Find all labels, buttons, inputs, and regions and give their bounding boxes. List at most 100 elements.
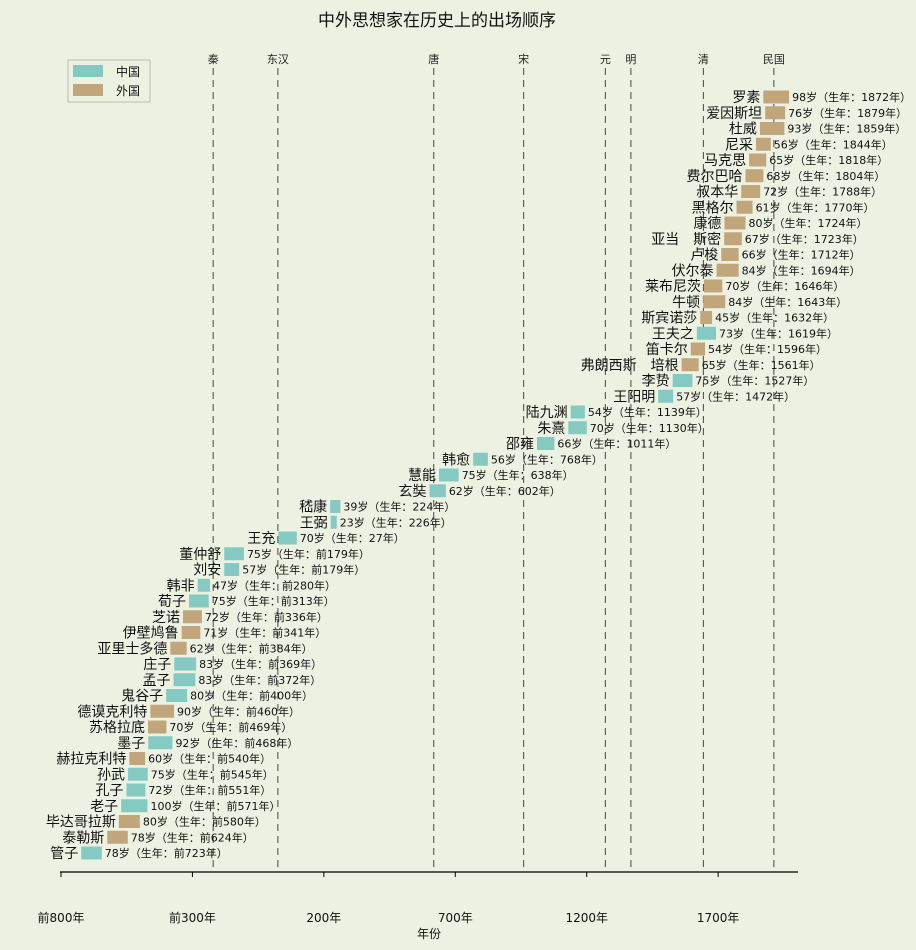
dynasty-label: 东汉 <box>267 53 289 66</box>
thinker-age-label: 75岁（生年：前179年） <box>247 547 370 561</box>
thinker-bar <box>745 169 764 183</box>
thinker-name: 康德 <box>693 215 721 232</box>
thinker-name: 管子 <box>50 846 78 862</box>
thinker-bar <box>224 547 244 561</box>
thinker-bar <box>759 122 785 135</box>
thinker-bar <box>429 484 446 498</box>
thinker-bar <box>330 500 341 513</box>
thinker-name: 赫拉克利特 <box>56 752 126 768</box>
thinker-age-label: 84岁（生年：1694年） <box>742 263 861 277</box>
thinker-age-label: 98岁（生年：1872年） <box>792 90 911 104</box>
thinker-age-label: 78岁（生年：前624年） <box>131 830 254 844</box>
thinker-age-label: 72岁（生年：1788年） <box>763 185 882 199</box>
thinker-age-label: 80岁（生年：前400年） <box>190 689 313 703</box>
thinker-bar <box>570 405 585 419</box>
thinker-bar <box>703 279 723 293</box>
thinker-name: 刘安 <box>193 563 221 579</box>
thinker-name: 费尔巴哈 <box>686 169 742 185</box>
thinker-name: 罗素 <box>732 90 760 106</box>
thinker-name: 卢梭 <box>690 247 718 264</box>
thinker-name: 嵇康 <box>299 499 327 516</box>
thinker-age-label: 75岁（生年：前545年） <box>151 767 274 781</box>
x-axis-label: 年份 <box>417 927 441 941</box>
thinker-name: 笛卡尔 <box>646 342 688 358</box>
thinker-age-label: 90岁（生年：前460年） <box>177 704 300 718</box>
thinker-bar <box>126 783 146 797</box>
thinker-name: 弗朗西斯 培根 <box>581 358 679 374</box>
thinker-age-label: 70岁（生年：前469年） <box>169 720 292 734</box>
thinker-age-label: 80岁（生年：前580年） <box>143 815 266 829</box>
thinker-bar <box>107 830 128 844</box>
thinker-bars: 罗素 98岁（生年：1872年） 爱因斯坦 76岁（生年：1879年） 杜威 93岁（生年… <box>46 90 911 862</box>
thinker-bar <box>537 437 555 450</box>
thinker-bar <box>696 326 717 340</box>
dynasty-lines: 秦 东汉 唐 宋 元 明 清 民国 <box>208 52 785 872</box>
thinker-age-label: 56岁（生年：768年） <box>491 452 603 466</box>
thinker-bar <box>672 374 693 387</box>
thinker-bar <box>763 90 790 104</box>
thinker-name: 韩非 <box>167 578 195 594</box>
thinker-bar <box>148 720 167 734</box>
thinker-bar <box>716 263 739 277</box>
thinker-bar <box>224 563 240 576</box>
thinker-name: 董仲舒 <box>179 547 221 563</box>
thinker-bar <box>121 799 148 813</box>
thinker-bar <box>182 610 202 624</box>
thinker-name: 苏格拉底 <box>89 720 145 736</box>
x-tick-label: 200年 <box>306 911 341 925</box>
thinker-name: 孟子 <box>143 673 171 689</box>
thinker-age-label: 23岁（生年：226年） <box>340 515 452 529</box>
dynasty-label: 秦 <box>208 52 219 66</box>
thinker-bar <box>765 106 786 120</box>
thinker-name: 伊壁鸠鲁 <box>123 625 179 642</box>
thinker-bar <box>724 216 746 230</box>
thinker-age-label: 84岁（生年：1643年） <box>728 295 847 309</box>
thinker-age-label: 65岁（生年：1818年） <box>769 153 888 167</box>
thinker-bar <box>724 232 742 246</box>
thinker-name: 朱熹 <box>537 421 565 437</box>
thinker-age-label: 62岁（生年：前384年） <box>190 641 313 655</box>
thinker-age-label: 78岁（生年：前723年） <box>105 846 228 860</box>
thinker-age-label: 80岁（生年：1724年） <box>748 216 867 230</box>
thinker-age-label: 72岁（生年：前551年） <box>148 783 271 797</box>
thinker-age-label: 66岁（生年：1712年） <box>742 248 861 262</box>
thinker-age-label: 39岁（生年：224年） <box>343 500 455 514</box>
thinker-name: 韩愈 <box>442 452 470 468</box>
thinker-name: 亚当 斯密 <box>651 231 721 248</box>
thinker-name: 芝诺 <box>152 610 180 626</box>
thinker-name: 毕达哥拉斯 <box>46 815 116 831</box>
dynasty-label: 明 <box>625 53 636 66</box>
x-tick-label: 1200年 <box>565 911 608 925</box>
thinker-bar <box>128 767 148 781</box>
legend-swatch-foreign <box>73 84 103 96</box>
thinker-age-label: 54岁（生年：1596年） <box>708 342 827 356</box>
thinker-name: 玄奘 <box>399 483 427 500</box>
thinker-name: 老子 <box>90 799 118 815</box>
thinker-name: 鬼谷子 <box>121 689 163 705</box>
thinker-bar <box>81 846 102 860</box>
thinker-name: 伏尔泰 <box>672 263 714 279</box>
dynasty-label: 元 <box>600 53 611 66</box>
thinker-bar <box>181 626 201 639</box>
thinker-name: 黑格尔 <box>692 200 734 216</box>
thinker-name: 王充 <box>247 531 275 547</box>
legend-label-foreign: 外国 <box>116 84 140 98</box>
dynasty-label: 清 <box>698 53 709 66</box>
thinker-bar <box>703 295 726 309</box>
thinker-bar <box>118 815 140 828</box>
thinker-name: 王弼 <box>300 515 328 531</box>
thinker-name: 爱因斯坦 <box>706 106 762 122</box>
thinker-bar <box>736 200 753 214</box>
thinker-name: 斯宾诺莎 <box>641 311 697 327</box>
thinker-bar <box>755 137 771 151</box>
thinker-age-label: 66岁（生年：1011年） <box>557 437 676 451</box>
thinker-name: 孙武 <box>97 767 125 783</box>
x-tick-label: 前800年 <box>38 910 85 925</box>
thinker-age-label: 65岁（生年：1561年） <box>702 358 821 372</box>
thinker-age-label: 75岁（生年：638年） <box>462 468 574 482</box>
thinker-bar <box>690 342 705 356</box>
dynasty-label: 宋 <box>518 52 529 66</box>
thinker-age-label: 93岁（生年：1859年） <box>787 122 906 136</box>
thinker-name: 尼采 <box>725 137 753 153</box>
